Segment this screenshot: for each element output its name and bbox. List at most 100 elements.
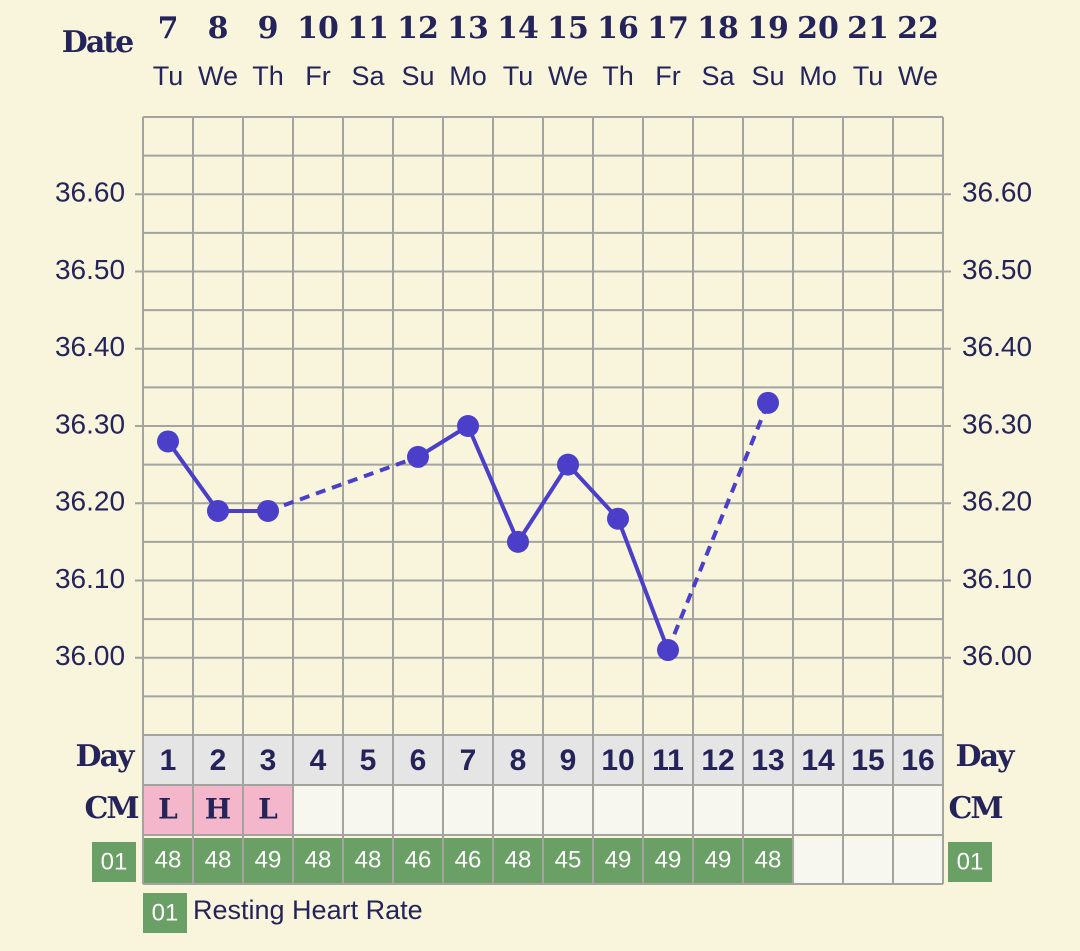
y-tick-label-right: 36.20 [962, 486, 1032, 517]
date-label: 18 [697, 11, 739, 46]
day-number: 9 [560, 744, 577, 777]
date-label: 15 [547, 11, 589, 46]
weekday-label: Fr [655, 61, 680, 91]
temperature-point [657, 639, 679, 662]
x-axis-label: Date [62, 25, 133, 60]
hr-cell [344, 838, 392, 884]
weekday-label: Tu [153, 61, 184, 91]
heart-rate-value: 48 [305, 846, 332, 873]
y-tick-label: 36.60 [55, 177, 125, 208]
date-label: 13 [447, 11, 489, 46]
day-cell [743, 735, 793, 785]
day-cell [643, 735, 693, 785]
heart-rate-value: 48 [505, 846, 532, 873]
day-row-label-right: Day [956, 739, 1016, 774]
y-tick-label-right: 36.40 [962, 331, 1032, 362]
day-number: 6 [410, 744, 427, 777]
y-tick-label: 36.50 [55, 254, 125, 285]
hr-code-box [143, 893, 187, 933]
cm-cell [493, 785, 543, 835]
cm-value: H [205, 793, 231, 826]
day-cell [843, 735, 893, 785]
temperature-point [757, 391, 779, 414]
day-number: 5 [360, 744, 377, 777]
hr-legend: Resting Heart Rate [193, 895, 423, 925]
day-number: 3 [260, 744, 277, 777]
day-cell [543, 735, 593, 785]
hr-cell [444, 838, 492, 884]
cm-value: L [158, 793, 178, 826]
hr-code: 01 [101, 848, 128, 875]
day-row-label: Day [76, 739, 136, 774]
date-label: 21 [847, 11, 889, 46]
cm-cell [393, 785, 443, 835]
day-number: 15 [851, 744, 884, 777]
heart-rate-value: 48 [205, 846, 232, 873]
temperature-point [257, 499, 279, 522]
cm-cell [743, 785, 793, 835]
hr-code: 01 [957, 848, 984, 875]
day-cell [393, 735, 443, 785]
weekday-label: Mo [799, 61, 837, 91]
y-tick-label: 36.30 [55, 408, 125, 439]
date-label: 12 [397, 11, 439, 46]
day-number: 8 [510, 744, 527, 777]
date-label: 14 [497, 11, 539, 46]
cm-cell [443, 785, 493, 835]
day-number: 10 [601, 744, 634, 777]
hr-cell [494, 838, 542, 884]
heart-rate-value: 49 [705, 846, 732, 873]
temperature-point [407, 445, 429, 468]
hr-cell [843, 838, 893, 884]
hr-cell [194, 838, 242, 884]
date-label: 9 [258, 11, 279, 46]
weekday-label: Tu [853, 61, 884, 91]
weekday-label: Th [602, 61, 634, 91]
weekday-label: We [198, 61, 238, 91]
hr-cell [544, 838, 592, 884]
day-cell [793, 735, 843, 785]
day-cell [443, 735, 493, 785]
day-number: 2 [210, 744, 227, 777]
day-cell [893, 735, 943, 785]
hr-cell [244, 838, 292, 884]
cm-cell [843, 785, 893, 835]
cm-value: L [258, 793, 278, 826]
gap-connector [666, 402, 770, 651]
weekday-label: We [548, 61, 588, 91]
cm-cell [243, 785, 293, 835]
weekday-label: Sa [351, 61, 385, 91]
temperature-point [157, 430, 179, 453]
day-cell [493, 735, 543, 785]
heart-rate-value: 48 [755, 846, 782, 873]
date-label: 19 [747, 11, 789, 46]
weekday-label: Su [401, 61, 434, 91]
day-cell [343, 735, 393, 785]
heart-rate-value: 46 [405, 846, 432, 873]
weekday-label: Mo [449, 61, 487, 91]
day-number: 1 [160, 744, 177, 777]
cm-cell [293, 785, 343, 835]
weekday-label: We [898, 61, 938, 91]
y-tick-label-right: 36.00 [962, 640, 1032, 671]
day-cell [293, 735, 343, 785]
cm-cell [893, 785, 943, 835]
cm-cell [693, 785, 743, 835]
hr-cell [594, 838, 642, 884]
temperature-point [457, 415, 479, 437]
hr-cell [144, 838, 192, 884]
temperature-line [168, 403, 768, 650]
temperature-point [207, 499, 229, 522]
y-tick-label-right: 36.60 [962, 177, 1032, 208]
hr-cell [893, 838, 943, 884]
day-number: 16 [901, 744, 934, 777]
hr-code-box [948, 842, 992, 882]
y-tick-label-right: 36.50 [962, 254, 1032, 285]
date-label: 7 [158, 11, 179, 46]
hr-cell [694, 838, 742, 884]
day-cell [143, 735, 193, 785]
day-number: 14 [801, 744, 835, 777]
hr-cell [744, 838, 792, 884]
hr-cell [793, 838, 843, 884]
heart-rate-value: 48 [355, 846, 382, 873]
